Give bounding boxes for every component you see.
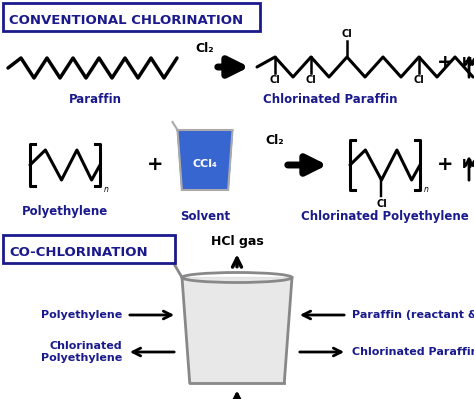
Text: Cl: Cl [270, 75, 281, 85]
Text: Paraffin: Paraffin [69, 93, 121, 106]
Text: Cl₂: Cl₂ [196, 41, 214, 55]
Text: HCl: HCl [462, 57, 474, 69]
FancyBboxPatch shape [3, 235, 175, 263]
Text: Chlorinated Polyethylene: Chlorinated Polyethylene [301, 210, 469, 223]
Text: Polyethylene: Polyethylene [22, 205, 108, 218]
Text: Polyethylene: Polyethylene [41, 310, 122, 320]
Text: Chlorinated Paraffin: Chlorinated Paraffin [263, 93, 397, 106]
Text: +: + [147, 156, 163, 174]
Text: Cl₂: Cl₂ [266, 134, 284, 146]
Text: $_n$: $_n$ [103, 185, 109, 195]
Text: Cl: Cl [376, 199, 387, 209]
Text: +: + [437, 53, 453, 71]
Polygon shape [182, 277, 292, 383]
Text: Cl: Cl [342, 29, 352, 39]
Text: Paraffin (reactant & solvent): Paraffin (reactant & solvent) [352, 310, 474, 320]
Text: Chlorinated
Polyethylene: Chlorinated Polyethylene [41, 341, 122, 363]
Text: Solvent: Solvent [180, 210, 230, 223]
Text: $_n$: $_n$ [423, 185, 429, 195]
Text: HCl: HCl [462, 158, 474, 172]
Text: CCl₄: CCl₄ [192, 159, 218, 169]
Text: CO-CHLORINATION: CO-CHLORINATION [9, 245, 147, 259]
Text: Chlorinated Paraffin: Chlorinated Paraffin [352, 347, 474, 357]
FancyBboxPatch shape [3, 3, 260, 31]
Text: CONVENTIONAL CHLORINATION: CONVENTIONAL CHLORINATION [9, 14, 243, 26]
Polygon shape [177, 130, 233, 190]
Text: Cl: Cl [414, 75, 424, 85]
Text: Cl: Cl [306, 75, 316, 85]
Text: HCl gas: HCl gas [210, 235, 264, 247]
Text: +: + [437, 156, 453, 174]
